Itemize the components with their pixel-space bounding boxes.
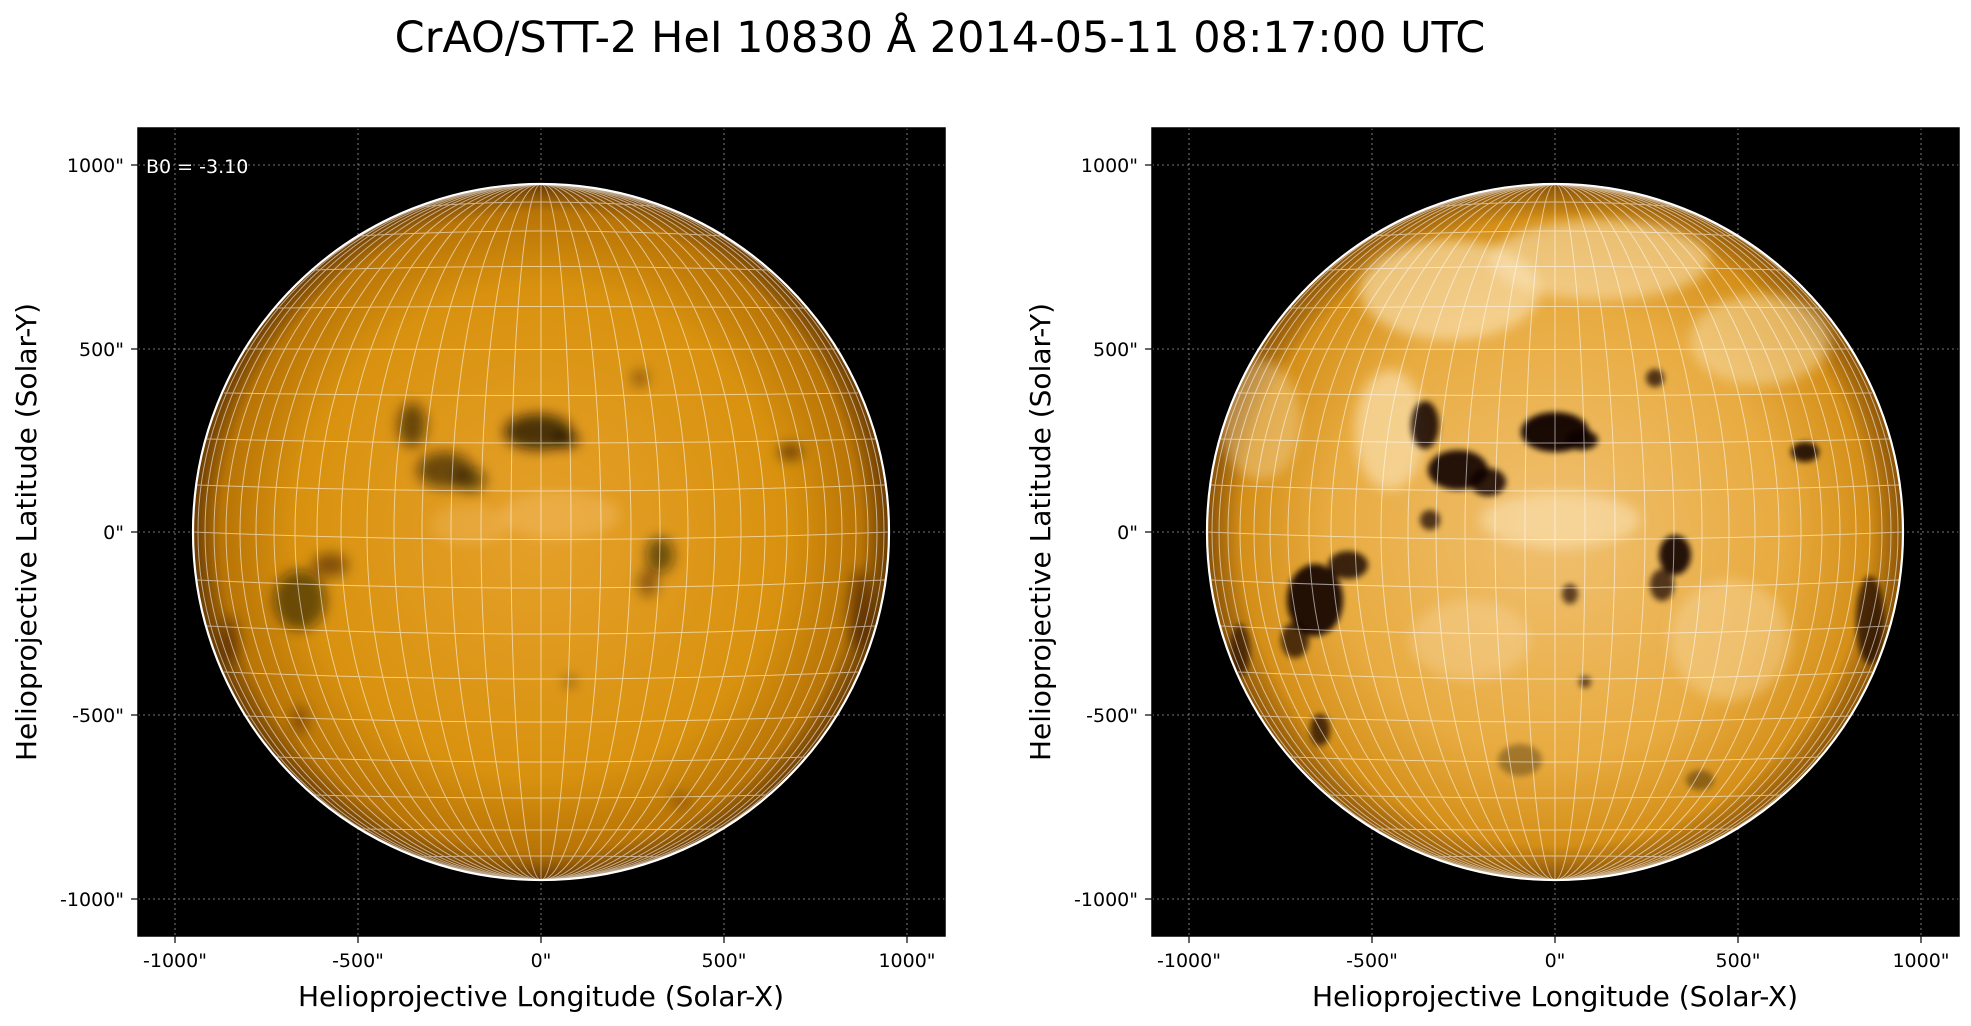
y-tick-label: 500" xyxy=(1093,339,1138,361)
x-axis-label: Helioprojective Longitude (Solar-X) xyxy=(298,980,784,1013)
bright-plage xyxy=(430,491,620,545)
y-tick-label: -500" xyxy=(72,705,124,727)
y-tick-label: -1000" xyxy=(1074,889,1138,911)
x-tick-marks xyxy=(1188,936,1922,943)
x-tick-label: -500" xyxy=(1346,950,1398,972)
b0-annotation: B0 = -3.10 xyxy=(146,156,248,178)
heliographic-grid xyxy=(193,184,889,880)
y-axis-label: Helioprojective Latitude (Solar-Y) xyxy=(10,303,43,761)
x-axis-label: Helioprojective Longitude (Solar-X) xyxy=(1312,980,1798,1013)
y-tick-label: 1000" xyxy=(67,155,124,177)
x-tick-label: -500" xyxy=(332,950,384,972)
x-tick-label: 0" xyxy=(531,950,552,972)
x-tick-label: 0" xyxy=(1545,950,1566,972)
x-tick-marks xyxy=(174,936,908,943)
x-tick-label: 1000" xyxy=(878,950,935,972)
x-tick-label: 1000" xyxy=(1892,950,1949,972)
y-tick-marks xyxy=(1145,164,1152,900)
x-tick-label: -1000" xyxy=(1157,950,1221,972)
x-tick-label: 500" xyxy=(701,950,746,972)
figure-title: CrAO/STT-2 HeI 10830 Å 2014-05-11 08:17:… xyxy=(395,12,1486,63)
x-tick-label: -1000" xyxy=(143,950,207,972)
limb-circle xyxy=(191,182,891,882)
y-tick-label: 1000" xyxy=(1081,155,1138,177)
heliographic-grid xyxy=(1207,184,1903,880)
y-axis-label: Helioprojective Latitude (Solar-Y) xyxy=(1024,303,1057,761)
y-tick-label: 500" xyxy=(79,339,124,361)
y-tick-label: -500" xyxy=(1086,705,1138,727)
limb-circle xyxy=(1205,182,1905,882)
y-tick-label: -1000" xyxy=(60,889,124,911)
panel-left: -1000" -500" 0" 500" 1000" 1000" 500" 0"… xyxy=(10,127,946,1013)
dark-filaments xyxy=(220,370,872,808)
y-tick-marks xyxy=(131,164,138,900)
x-tick-label: 500" xyxy=(1715,950,1760,972)
panel-right: -1000" -500" 0" 500" 1000" 1000" 500" 0"… xyxy=(1024,127,1960,1013)
y-tick-label: 0" xyxy=(103,522,124,544)
bright-plage xyxy=(1220,220,1830,700)
y-tick-label: 0" xyxy=(1117,522,1138,544)
